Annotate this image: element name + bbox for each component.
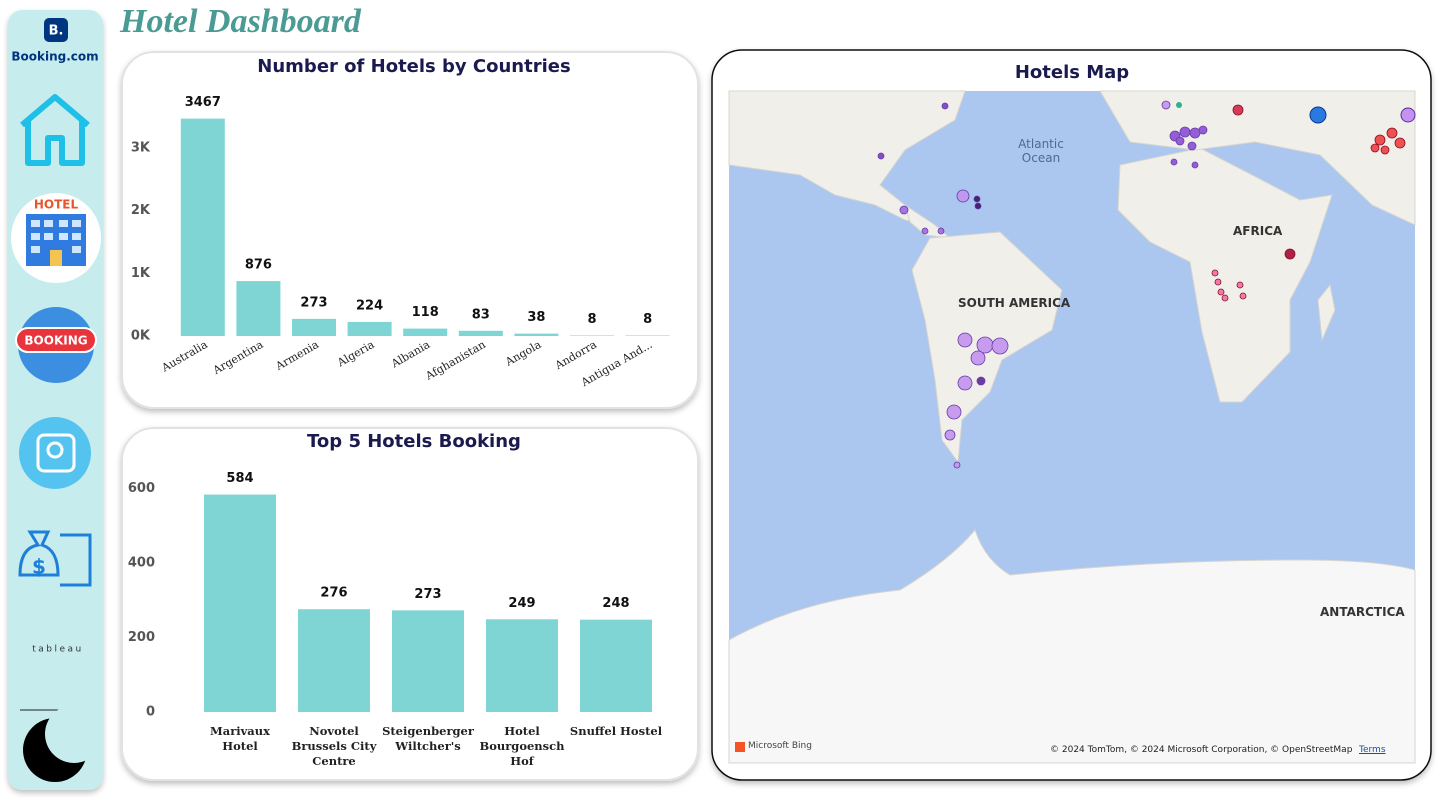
bar	[570, 335, 614, 336]
logo-box	[44, 18, 68, 42]
bar	[347, 321, 392, 336]
value-label: 276	[320, 586, 347, 601]
continent-label: SOUTH AMERICA	[958, 296, 1071, 310]
profile-icon-bg[interactable]	[19, 417, 91, 489]
value-label: 273	[414, 587, 441, 602]
x-tick-label: Steigenberger Wiltcher's	[382, 724, 474, 753]
home-icon[interactable]	[20, 94, 90, 166]
x-tick-label: Snuffel Hostel	[569, 724, 663, 738]
x-tick-label: Novotel Brussels City Centre	[291, 724, 377, 768]
bar	[458, 330, 503, 336]
bar	[625, 335, 670, 336]
logo-text: Booking.com	[11, 50, 98, 64]
map-copyright[interactable]: © 2024 TomTom, © 2024 Microsoft Corporat…	[1050, 745, 1353, 755]
dashboard-title: Hotel Dashboard	[119, 3, 362, 40]
value-label: 876	[245, 258, 272, 273]
booking-button	[15, 327, 97, 353]
continent-label: AFRICA	[1233, 224, 1283, 238]
bar	[292, 318, 336, 336]
map-title: Hotels Map	[1015, 62, 1129, 83]
value-label: 248	[602, 596, 629, 611]
bar	[204, 494, 276, 712]
y-tick-label: 2K	[131, 203, 151, 218]
bar	[486, 619, 558, 712]
map-dot	[1309, 106, 1327, 124]
profile-icon	[36, 433, 76, 473]
map-terms[interactable]: Terms	[1359, 745, 1386, 755]
money-icon[interactable]	[18, 530, 92, 587]
value-label: 273	[300, 295, 327, 310]
y-tick-label: 400	[128, 556, 155, 571]
bing-logo	[735, 742, 745, 752]
continent-label: ANTARCTICA	[1320, 605, 1405, 619]
map-dot	[1176, 102, 1182, 108]
bar	[180, 118, 225, 336]
bar	[236, 281, 281, 336]
bar	[514, 333, 559, 336]
value-label: 38	[527, 310, 545, 325]
y-tick-label: 600	[128, 481, 155, 496]
booking-icon-text: BOOKING	[24, 334, 87, 348]
x-tick-label: Marivaux Hotel	[210, 724, 270, 753]
bar	[298, 609, 370, 712]
bar	[403, 328, 448, 336]
value-label: 8	[587, 312, 596, 327]
value-label: 3467	[185, 95, 221, 110]
value-label: 249	[508, 596, 535, 611]
chart-title: Top 5 Hotels Booking	[307, 431, 521, 452]
y-tick-label: 1K	[131, 266, 151, 281]
value-label: 118	[412, 305, 439, 320]
ocean-label: Atlantic Ocean	[1018, 137, 1064, 165]
tableau-logo[interactable]: tableau	[32, 645, 84, 655]
chart-title: Number of Hotels by Countries	[257, 56, 570, 77]
y-tick-label: 0	[146, 705, 155, 720]
logo-mark: B.	[49, 24, 64, 39]
sidebar	[8, 10, 103, 790]
y-tick-label: 3K	[131, 140, 151, 155]
value-label: 83	[472, 307, 490, 322]
value-label: 8	[643, 312, 652, 327]
moon-cut	[45, 705, 103, 763]
bar	[580, 619, 652, 712]
hotel-windows	[31, 220, 81, 266]
y-tick-label: 0K	[131, 329, 151, 344]
bar	[392, 610, 464, 712]
map[interactable]	[728, 90, 1416, 764]
profile-head	[46, 441, 64, 459]
y-tick-label: 200	[128, 630, 155, 645]
value-label: 584	[226, 471, 253, 486]
money-symbol: $	[32, 555, 46, 579]
hotel-icon-text: HOTEL	[34, 198, 79, 212]
x-tick-label: Hotel Bourgoensch Hof	[479, 724, 565, 768]
value-label: 224	[356, 298, 383, 313]
map-dot	[1400, 107, 1416, 123]
map-attribution: Microsoft Bing	[748, 741, 812, 751]
